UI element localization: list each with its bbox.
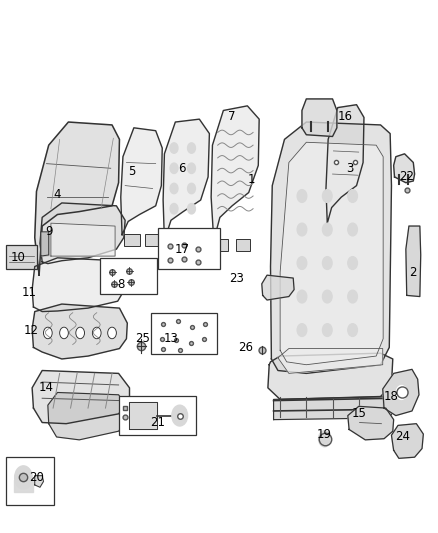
Polygon shape [278,349,383,374]
Text: 13: 13 [163,332,178,345]
Bar [6,457,54,505]
Polygon shape [35,475,43,487]
Circle shape [322,324,332,336]
Circle shape [322,223,332,236]
Polygon shape [280,142,383,365]
Polygon shape [211,106,259,240]
Circle shape [396,385,407,399]
Bar [158,228,220,269]
Text: 12: 12 [24,324,39,336]
Bar [215,239,228,251]
Circle shape [60,327,68,339]
Circle shape [76,327,85,339]
Polygon shape [48,392,128,440]
Circle shape [297,190,307,203]
Text: 9: 9 [45,225,53,238]
Polygon shape [32,304,127,359]
Text: 21: 21 [150,416,166,429]
Polygon shape [268,353,393,399]
Circle shape [348,290,357,303]
Bar [145,233,160,246]
Circle shape [187,163,195,173]
Text: 15: 15 [351,407,366,421]
Circle shape [172,405,187,426]
Polygon shape [32,370,130,424]
Circle shape [297,290,307,303]
Polygon shape [14,480,33,492]
Text: 5: 5 [128,165,135,177]
Polygon shape [130,402,157,430]
Circle shape [318,431,331,447]
Text: 24: 24 [395,431,410,443]
Polygon shape [163,119,209,240]
Circle shape [348,223,357,236]
Text: 8: 8 [117,278,124,292]
Circle shape [322,290,332,303]
Circle shape [170,143,178,154]
Polygon shape [271,122,392,374]
Circle shape [14,466,32,489]
Text: 23: 23 [229,271,244,285]
Text: 1: 1 [248,173,255,187]
Text: 10: 10 [11,252,25,264]
Text: 20: 20 [29,471,44,484]
Polygon shape [383,369,419,416]
Circle shape [170,183,178,193]
Circle shape [170,204,178,214]
Circle shape [322,190,332,203]
Polygon shape [262,275,294,300]
Text: 14: 14 [39,381,54,394]
Text: 3: 3 [346,162,353,175]
Bar [151,313,217,354]
Polygon shape [41,232,49,256]
Polygon shape [406,226,421,296]
Text: 16: 16 [338,110,353,123]
Bar [237,239,250,251]
Polygon shape [394,154,415,183]
Circle shape [187,183,195,193]
Circle shape [170,163,178,173]
Bar [187,240,201,253]
Circle shape [322,257,332,269]
Polygon shape [40,203,125,264]
Text: 22: 22 [399,171,414,183]
Polygon shape [348,406,394,440]
Text: 25: 25 [135,332,150,345]
Text: 17: 17 [174,243,189,256]
Polygon shape [392,424,424,458]
Circle shape [297,324,307,336]
Text: 19: 19 [316,427,331,441]
Text: 4: 4 [54,188,61,201]
Circle shape [348,257,357,269]
Polygon shape [32,258,125,312]
Circle shape [348,190,357,203]
Circle shape [297,257,307,269]
Text: 11: 11 [21,286,37,299]
Circle shape [348,324,357,336]
Bar [166,239,180,252]
Text: 2: 2 [410,266,417,279]
Polygon shape [35,122,120,275]
Bar [124,233,140,246]
Polygon shape [302,99,337,136]
Circle shape [297,223,307,236]
Polygon shape [121,128,162,235]
Bar [120,396,196,435]
Circle shape [187,143,195,154]
Polygon shape [326,104,364,223]
Circle shape [187,204,195,214]
Text: 18: 18 [384,390,399,403]
Polygon shape [51,223,115,256]
Circle shape [92,327,101,339]
Circle shape [108,327,117,339]
Text: 7: 7 [228,110,236,123]
Circle shape [43,327,52,339]
Bar [6,245,37,269]
Bar [100,259,157,294]
Text: 6: 6 [178,162,186,175]
Polygon shape [274,397,392,419]
Text: 26: 26 [238,341,253,354]
